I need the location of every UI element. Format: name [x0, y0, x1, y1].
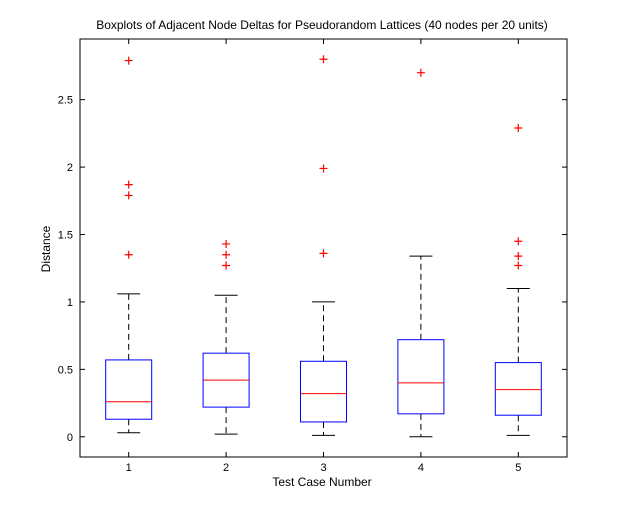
- outlier-point: [514, 261, 523, 270]
- x-tick-label: 1: [126, 462, 132, 474]
- x-tick-label: 4: [418, 462, 424, 474]
- outlier-point: [319, 249, 328, 258]
- iqr-box: [397, 339, 445, 415]
- outlier-point: [514, 252, 523, 261]
- outlier-point: [222, 261, 231, 270]
- outlier-point: [124, 56, 133, 65]
- plot-area: 0 0.5 1 1.5 2 2.5 1 2 3 4 5: [58, 38, 568, 474]
- outlier-point: [124, 191, 133, 200]
- y-tick-label: 0.5: [58, 364, 73, 376]
- outlier-point: [222, 239, 231, 248]
- iqr-box: [494, 362, 542, 416]
- outlier-point: [124, 180, 133, 189]
- outlier-point: [319, 164, 328, 173]
- iqr-box: [105, 359, 153, 420]
- outlier-point: [222, 250, 231, 259]
- x-tick-label: 2: [223, 462, 229, 474]
- outlier-point: [124, 250, 133, 259]
- axes-frame: [79, 38, 568, 458]
- x-axis-label: Test Case Number: [272, 475, 371, 489]
- y-tick-label: 1.5: [58, 230, 73, 242]
- y-tick-label: 1: [67, 297, 73, 309]
- y-tick-label: 2.5: [58, 95, 73, 107]
- y-tick-label: 2: [67, 162, 73, 174]
- x-tick-label: 5: [515, 462, 521, 474]
- outlier-point: [319, 55, 328, 64]
- outlier-point: [514, 123, 523, 132]
- iqr-box: [300, 360, 347, 423]
- outlier-point: [416, 68, 425, 77]
- outlier-point: [514, 237, 523, 246]
- y-axis-label: Distance: [39, 225, 53, 272]
- x-tick-label: 3: [320, 462, 326, 474]
- y-tick-label: 0: [67, 432, 73, 444]
- chart-title: Boxplots of Adjacent Node Deltas for Pse…: [96, 18, 548, 32]
